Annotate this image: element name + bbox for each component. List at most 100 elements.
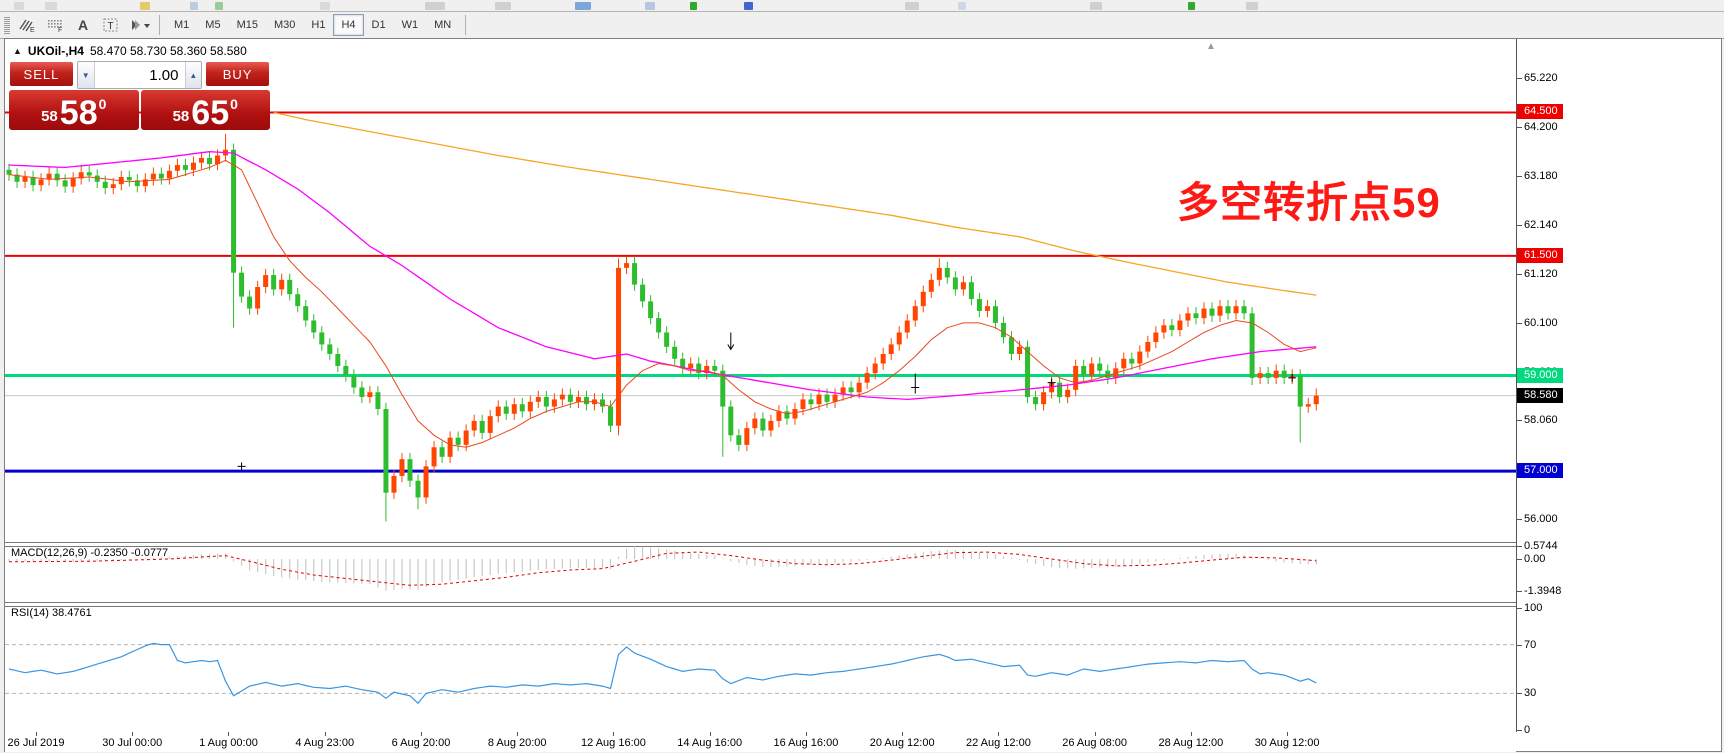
grid-tool-icon[interactable]: F	[42, 13, 68, 37]
toolbar-drag-handle[interactable]	[4, 16, 10, 34]
buy-price-pip: 0	[230, 96, 238, 112]
rsi-axis-label: 0	[1516, 724, 1531, 736]
time-tick	[36, 732, 37, 736]
price-chart-canvas[interactable]	[5, 39, 1516, 542]
timeframe-button-w1[interactable]: W1	[401, 19, 419, 31]
toolbar-fragment-icon[interactable]	[320, 2, 330, 10]
toolbar-fragment-icon[interactable]	[14, 2, 24, 10]
toolbar-fragment-icon[interactable]	[1188, 2, 1195, 10]
plus-marker[interactable]	[1047, 378, 1056, 387]
macd-label: MACD(12,26,9) -0.2350 -0.0777	[11, 547, 169, 559]
sell-price-main: 58	[59, 94, 98, 132]
timeframe-button-mn[interactable]: MN	[434, 19, 452, 31]
candle-body	[471, 420, 477, 431]
timeframe-button-m15[interactable]: M15	[236, 19, 258, 31]
time-axis[interactable]: 26 Jul 2019 30 Jul 00:00 1 Aug 00:00 4 Aug …	[5, 732, 1516, 752]
toolbar-fragment-icon[interactable]	[645, 2, 655, 10]
candle-body	[1257, 373, 1263, 378]
pattern-tool-icon[interactable]: E	[14, 13, 40, 37]
ma-fast-line[interactable]	[8, 159, 1317, 448]
arrow-down-marker[interactable]	[727, 332, 735, 351]
toolbar-fragment-icon[interactable]	[690, 2, 697, 10]
toolbar-fragment-icon[interactable]	[1090, 2, 1102, 10]
ma-orange-line[interactable]	[273, 111, 1317, 296]
macd-signal-line[interactable]	[9, 551, 1317, 586]
candle-body	[664, 332, 670, 347]
candle-body	[1009, 337, 1014, 354]
candle-body	[704, 365, 710, 374]
macd-panel-canvas[interactable]	[5, 545, 1516, 602]
label-tool-icon[interactable]: A	[77, 17, 89, 33]
timeframe-button-h1[interactable]: H1	[311, 19, 326, 31]
rsi-axis-label: 70	[1516, 638, 1537, 651]
buy-price-display[interactable]: 58 65 0	[140, 90, 270, 132]
candle-body	[912, 306, 918, 321]
sell-price-display[interactable]: 58 58 0	[9, 90, 139, 130]
toolbar-fragment-icon[interactable]	[575, 2, 591, 10]
candle-body	[776, 411, 782, 421]
timeframe-button-h4[interactable]: H4	[333, 14, 364, 36]
volume-input[interactable]	[94, 62, 185, 88]
toolbar-fragment-icon[interactable]	[744, 2, 753, 10]
candle-body	[1225, 306, 1231, 314]
panel-separator[interactable]	[5, 602, 1717, 607]
text-tool-icon[interactable]: T	[98, 13, 124, 37]
candle-body	[559, 394, 565, 400]
candle-body	[255, 287, 261, 309]
sell-button[interactable]: SELL	[9, 61, 74, 87]
panel-separator[interactable]	[5, 542, 1717, 547]
time-tick-label: 14 Aug 16:00	[677, 737, 743, 749]
candle-body	[519, 404, 525, 412]
toolbar-fragment-icon[interactable]	[958, 2, 966, 10]
candle-body	[808, 399, 814, 405]
candle-body	[142, 179, 148, 187]
toolbar-fragment-icon[interactable]	[215, 2, 223, 10]
time-tick-label: 26 Jul 2019	[7, 737, 65, 749]
candle-body	[880, 353, 886, 364]
volume-up-button[interactable]: ▲	[184, 62, 202, 88]
timeframe-button-m1[interactable]: M1	[174, 19, 190, 31]
candle-body	[1201, 308, 1207, 319]
toolbar-fragment-icon[interactable]	[140, 2, 150, 10]
toolbar-fragment-icon[interactable]	[1246, 2, 1258, 10]
candle-body	[583, 397, 589, 405]
rsi-axis-label: 30	[1516, 687, 1537, 700]
scroll-marker-icon[interactable]: ▲	[1206, 41, 1216, 52]
candle-body	[1041, 392, 1047, 405]
arrows-tool-icon[interactable]	[126, 13, 152, 37]
time-tick-label: 30 Jul 00:00	[102, 737, 163, 749]
toolbar-fragment-icon[interactable]	[905, 2, 919, 10]
plus-marker[interactable]	[1288, 373, 1297, 382]
timeframe-button-m5[interactable]: M5	[205, 19, 221, 31]
toolbar-fragment-icon[interactable]	[45, 2, 57, 10]
candle-body	[439, 447, 445, 457]
price-axis[interactable]: 65.220 64.200 63.180 62.140 61.120 60.100 59.0…	[1516, 39, 1717, 736]
ma-magenta-line[interactable]	[8, 151, 1317, 401]
chart-text-annotation[interactable]: 多空转折点59	[1177, 179, 1441, 226]
toolbar-fragment-icon[interactable]	[425, 2, 445, 10]
candle-body	[792, 408, 798, 419]
candle-body	[1273, 370, 1279, 378]
candle-body	[567, 394, 573, 402]
vline-plus-marker[interactable]	[911, 373, 920, 394]
chart-window[interactable]: MACD(12,26,9) -0.2350 -0.0777 RSI(14) 38…	[4, 38, 1722, 752]
candle-body	[984, 306, 990, 311]
timeframe-button-d1[interactable]: D1	[371, 19, 386, 31]
buy-price-main: 65	[191, 94, 230, 132]
toolbar-fragment-icon[interactable]	[190, 2, 198, 10]
buy-button[interactable]: BUY	[205, 61, 271, 87]
collapse-arrow-icon[interactable]: ▲	[13, 46, 22, 56]
toolbar-fragment-icon[interactable]	[495, 2, 511, 10]
plus-marker[interactable]	[237, 462, 246, 471]
candle-body	[696, 363, 702, 374]
toolbar-separator	[465, 15, 467, 35]
candle-body	[1017, 346, 1023, 354]
volume-down-button[interactable]: ▼	[77, 62, 95, 88]
candle-body	[495, 406, 501, 417]
candle-body	[46, 173, 52, 180]
candle-body	[455, 437, 461, 445]
rsi-panel-canvas[interactable]	[5, 605, 1516, 732]
timeframe-button-m30[interactable]: M30	[273, 19, 296, 31]
rsi-line[interactable]	[8, 642, 1317, 705]
